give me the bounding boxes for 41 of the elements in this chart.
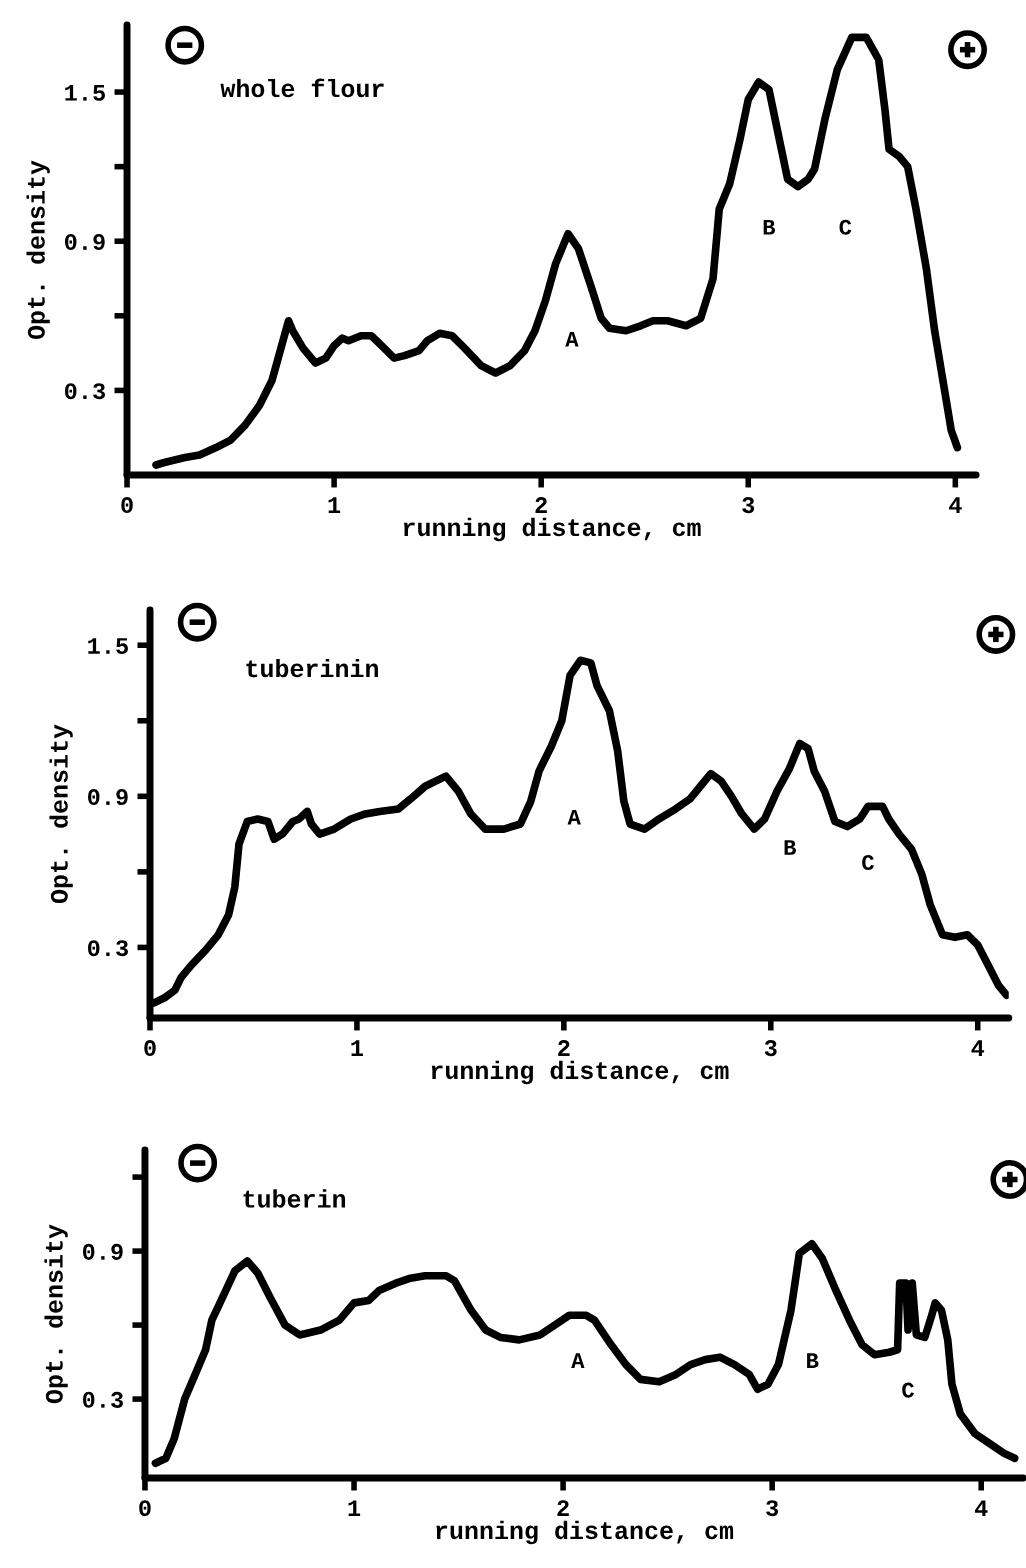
text: tuberin: [243, 1189, 346, 1208]
x-axis-title: running distance, cm: [431, 1060, 729, 1085]
annotation: A: [565, 331, 579, 347]
x-tick-label: 3: [766, 1500, 779, 1517]
y-tick-label: 0.3: [82, 1391, 123, 1408]
text: tuberinin: [246, 658, 378, 678]
annotation: B: [807, 1353, 819, 1368]
x-tick-label: 2: [557, 1500, 569, 1516]
x-tick-label: 4: [949, 497, 962, 513]
x-tick-label: 4: [971, 1040, 985, 1056]
y-tick-label: 1.5: [65, 85, 105, 101]
annotation: B: [784, 840, 796, 855]
x-tick-label: 0: [139, 1500, 151, 1517]
y-axis-title: Opt. density: [26, 160, 50, 340]
annotation: C: [862, 855, 874, 871]
x-tick-label: 1: [348, 1500, 361, 1516]
x-tick-label: 0: [144, 1040, 156, 1057]
annotation: C: [839, 219, 852, 235]
x-tick-label: 2: [535, 497, 547, 513]
annotation: A: [571, 1353, 585, 1368]
annotation: B: [763, 219, 776, 235]
x-tick-label: 2: [558, 1040, 570, 1056]
y-axis-title: Opt. density: [49, 724, 73, 904]
x-tick-label: 1: [351, 1040, 364, 1056]
y-tick-label: 0.3: [65, 383, 105, 400]
y-tick-label: 0.3: [88, 940, 128, 957]
annotation: C: [902, 1382, 915, 1398]
x-axis-title: running distance, cm: [436, 1520, 734, 1545]
x-axis-title: running distance, cm: [403, 517, 701, 542]
annotation: A: [567, 809, 581, 825]
x-tick-label: 3: [742, 497, 755, 514]
x-tick-label: 4: [974, 1500, 988, 1516]
y-tick-label: 0.9: [65, 234, 105, 251]
y-tick-label: 0.9: [82, 1243, 123, 1260]
text: whole flour: [220, 78, 384, 98]
y-tick-label: 1.5: [88, 638, 128, 654]
x-tick-label: 3: [764, 1040, 777, 1057]
x-tick-label: 0: [121, 497, 133, 514]
x-tick-label: 1: [328, 497, 341, 513]
y-axis-title: Opt. density: [44, 1224, 68, 1404]
y-tick-label: 0.9: [88, 789, 128, 806]
